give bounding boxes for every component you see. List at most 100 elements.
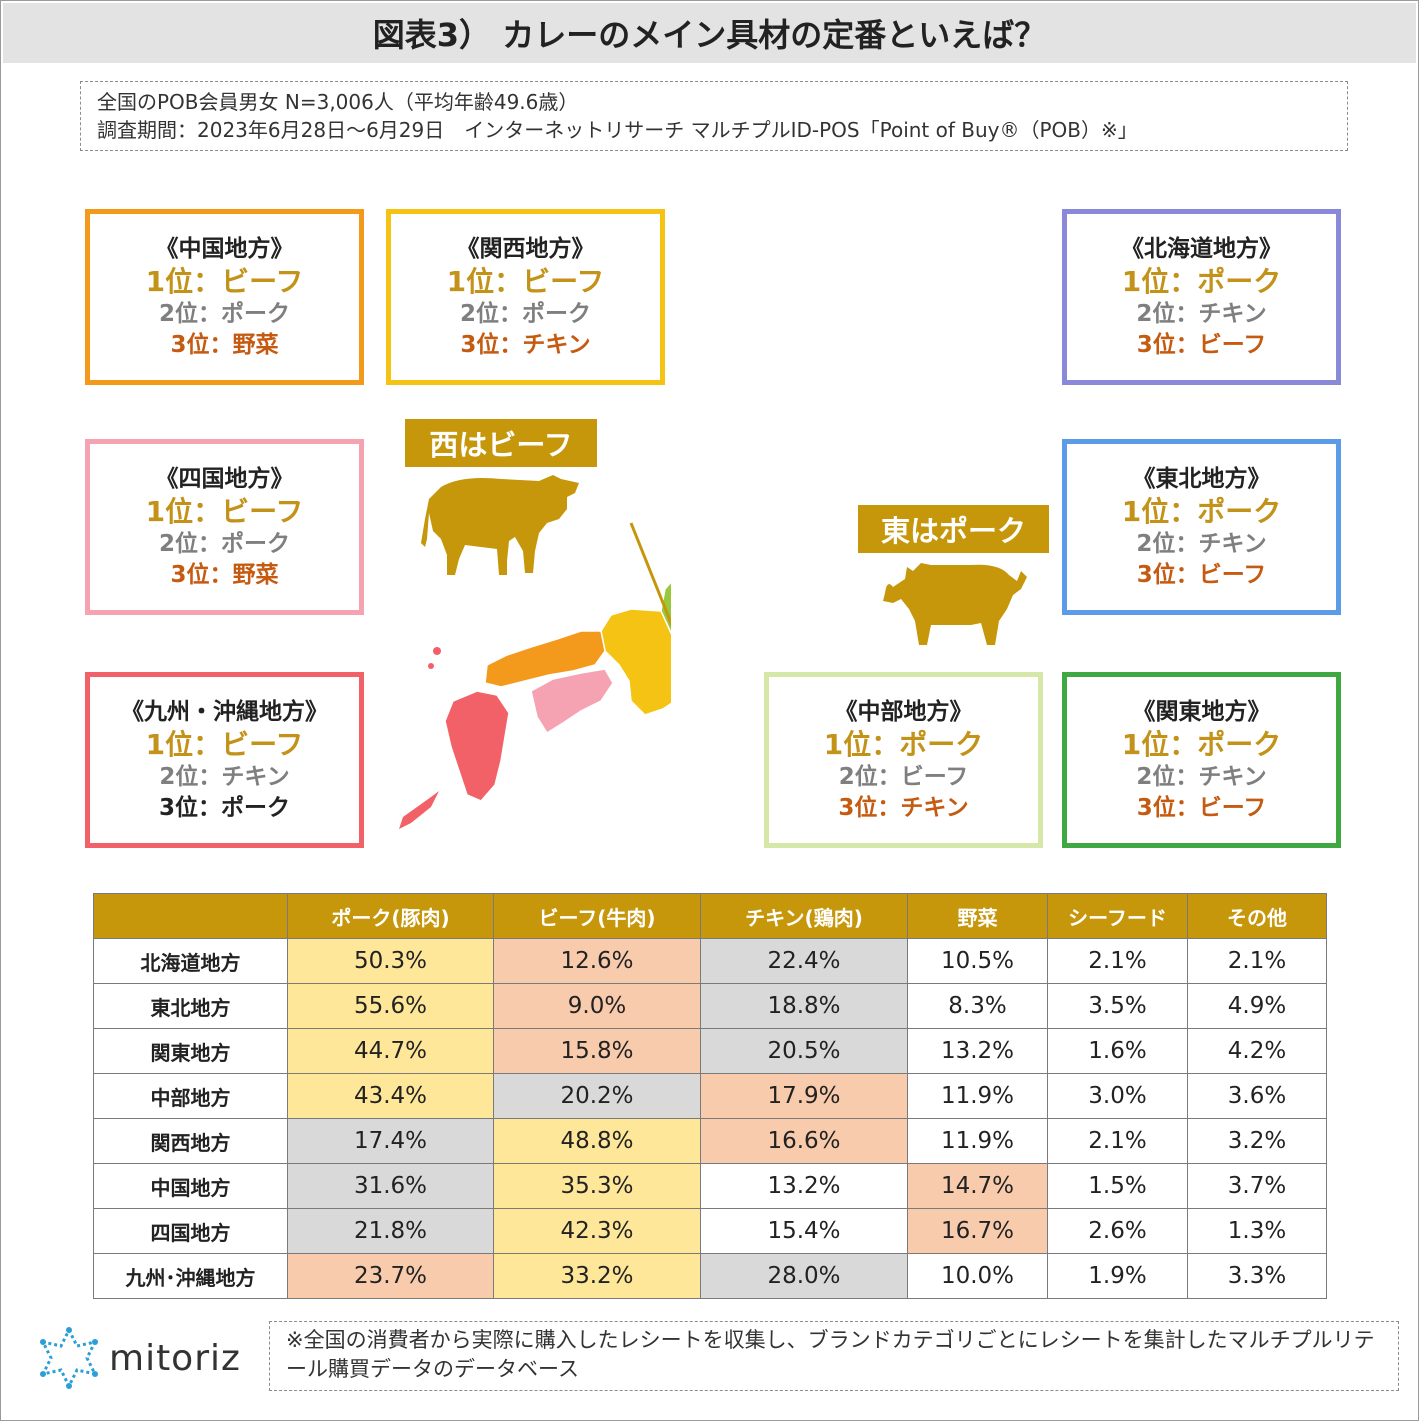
table-header-row: ポーク(豚肉) ビーフ(牛肉) チキン(鶏肉) 野菜 シーフード その他	[93, 893, 1327, 939]
map-shikoku	[530, 668, 614, 735]
rank-2: 2位：ポーク	[158, 301, 290, 327]
table-cell: 28.0%	[700, 1253, 908, 1299]
rank-1: 1位：ビーフ	[145, 265, 304, 298]
table-cell: 1.6%	[1047, 1028, 1188, 1074]
cow-icon	[421, 475, 579, 575]
japan-map	[399, 522, 671, 829]
table-cell: 12.6%	[493, 938, 701, 984]
survey-period-text: 調査期間：2023年6月28日～6月29日 インターネットリサーチ マルチプルI…	[97, 118, 1138, 142]
footnote-text: ※全国の消費者から実際に購入したレシートを収集し、ブランドカテゴリごとにレシート…	[286, 1328, 1375, 1381]
region-card-hokkaido: 《北海道地方》 1位：ポーク 2位：チキン 3位：ビーフ	[1062, 209, 1341, 385]
table-cell: 2.1%	[1047, 938, 1188, 984]
table-cell: 11.9%	[907, 1073, 1048, 1119]
table-row: 東北地方 55.6% 9.0% 18.8% 8.3% 3.5% 4.9%	[93, 983, 1327, 1029]
map-kyushu	[444, 690, 510, 802]
region-name: 《東北地方》	[1132, 466, 1271, 492]
region-card-kanto: 《関東地方》 1位：ポーク 2位：チキン 3位：ビーフ	[1062, 672, 1341, 848]
rank-2: 2位：チキン	[1136, 764, 1267, 790]
table-cell: 1.5%	[1047, 1163, 1188, 1209]
rank-3: 3位：ビーフ	[1136, 795, 1267, 821]
region-card-kyushu: 《九州・沖縄地方》 1位：ビーフ 2位：チキン 3位：ポーク	[85, 672, 364, 848]
footnote-box: ※全国の消費者から実際に購入したレシートを収集し、ブランドカテゴリごとにレシート…	[269, 1321, 1399, 1391]
rank-1: 1位：ビーフ	[145, 495, 304, 528]
table-row: 北海道地方 50.3% 12.6% 22.4% 10.5% 2.1% 2.1%	[93, 938, 1327, 984]
table-row: 中国地方 31.6% 35.3% 13.2% 14.7% 1.5% 3.7%	[93, 1163, 1327, 1209]
region-name: 《関東地方》	[1132, 699, 1271, 725]
rank-3: 3位：野菜	[170, 562, 279, 588]
table-cell: 3.7%	[1187, 1163, 1327, 1209]
table-cell: 3.5%	[1047, 983, 1188, 1029]
region-name: 《中部地方》	[834, 699, 973, 725]
rank-1: 1位：ポーク	[1121, 495, 1282, 528]
row-region-label: 中国地方	[93, 1163, 288, 1209]
column-header: チキン(鶏肉)	[700, 893, 908, 939]
pig-icon	[883, 563, 1027, 645]
rank-3: 3位：ビーフ	[1136, 562, 1267, 588]
column-header: シーフード	[1047, 893, 1188, 939]
table-cell: 3.3%	[1187, 1253, 1327, 1299]
row-region-label: 中部地方	[93, 1073, 288, 1119]
table-cell: 23.7%	[287, 1253, 494, 1299]
rank-1: 1位：ポーク	[1121, 728, 1282, 761]
rank-3: 3位：ポーク	[158, 795, 290, 821]
table-cell: 2.1%	[1187, 938, 1327, 984]
mitoriz-logo: mitoriz	[37, 1326, 241, 1390]
table-cell: 3.6%	[1187, 1073, 1327, 1119]
table-cell: 15.8%	[493, 1028, 701, 1074]
region-card-shikoku: 《四国地方》 1位：ビーフ 2位：ポーク 3位：野菜	[85, 439, 364, 615]
row-region-label: 関東地方	[93, 1028, 288, 1074]
table-cell: 3.0%	[1047, 1073, 1188, 1119]
column-header: 野菜	[907, 893, 1048, 939]
table-cell: 16.7%	[907, 1208, 1048, 1254]
page-title: 図表3） カレーのメイン具材の定番といえば？	[3, 3, 1416, 63]
table-cell: 16.6%	[700, 1118, 908, 1164]
rank-1: 1位：ポーク	[823, 728, 984, 761]
region-name: 《九州・沖縄地方》	[121, 699, 328, 725]
table-row: 九州･沖縄地方 23.7% 33.2% 28.0% 10.0% 1.9% 3.3%	[93, 1253, 1327, 1299]
region-card-kansai: 《関西地方》 1位：ビーフ 2位：ポーク 3位：チキン	[386, 209, 665, 385]
map-kansai	[600, 608, 671, 716]
table-cell: 13.2%	[700, 1163, 908, 1209]
table-cell: 33.2%	[493, 1253, 701, 1299]
region-name: 《関西地方》	[456, 236, 595, 262]
map-island	[428, 663, 434, 669]
table-cell: 20.5%	[700, 1028, 908, 1074]
table-cell: 14.7%	[907, 1163, 1048, 1209]
ingredient-share-table: ポーク(豚肉) ビーフ(牛肉) チキン(鶏肉) 野菜 シーフード その他 北海道地方 50.…	[93, 893, 1327, 1299]
west-beef-label: 西はビーフ	[405, 419, 597, 467]
table-row: 四国地方 21.8% 42.3% 15.4% 16.7% 2.6% 1.3%	[93, 1208, 1327, 1254]
table-row: 関西地方 17.4% 48.8% 16.6% 11.9% 2.1% 3.2%	[93, 1118, 1327, 1164]
table-cell: 11.9%	[907, 1118, 1048, 1164]
logo-star-icon	[40, 1326, 98, 1390]
rank-2: 2位：ポーク	[459, 301, 591, 327]
row-region-label: 四国地方	[93, 1208, 288, 1254]
table-cell: 17.9%	[700, 1073, 908, 1119]
rank-3: 3位：チキン	[460, 332, 591, 358]
column-header: ビーフ(牛肉)	[493, 893, 701, 939]
table-cell: 22.4%	[700, 938, 908, 984]
table-cell: 10.5%	[907, 938, 1048, 984]
table-cell: 43.4%	[287, 1073, 494, 1119]
map-okinawa	[399, 791, 439, 829]
table-cell: 50.3%	[287, 938, 494, 984]
rank-2: 2位：ビーフ	[838, 764, 969, 790]
column-header: その他	[1187, 893, 1327, 939]
east-pork-label: 東はポーク	[858, 505, 1049, 553]
table-cell: 9.0%	[493, 983, 701, 1029]
rank-2: 2位：チキン	[159, 764, 290, 790]
region-name: 《四国地方》	[155, 466, 294, 492]
logo-wordmark: mitoriz	[109, 1337, 241, 1379]
table-cell: 4.2%	[1187, 1028, 1327, 1074]
map-chugoku	[484, 630, 606, 688]
table-cell: 1.9%	[1047, 1253, 1188, 1299]
row-region-label: 九州･沖縄地方	[93, 1253, 288, 1299]
table-cell: 55.6%	[287, 983, 494, 1029]
table-row: 中部地方 43.4% 20.2% 17.9% 11.9% 3.0% 3.6%	[93, 1073, 1327, 1119]
table-cell: 18.8%	[700, 983, 908, 1029]
rank-2: 2位：チキン	[1136, 301, 1267, 327]
table-cell: 20.2%	[493, 1073, 701, 1119]
region-card-tohoku: 《東北地方》 1位：ポーク 2位：チキン 3位：ビーフ	[1062, 439, 1341, 615]
region-name: 《北海道地方》	[1121, 236, 1282, 262]
table-corner-cell	[93, 893, 288, 939]
survey-info-box: 全国のPOB会員男女 N=3,006人（平均年齢49.6歳） 調査期間：2023…	[80, 81, 1348, 151]
